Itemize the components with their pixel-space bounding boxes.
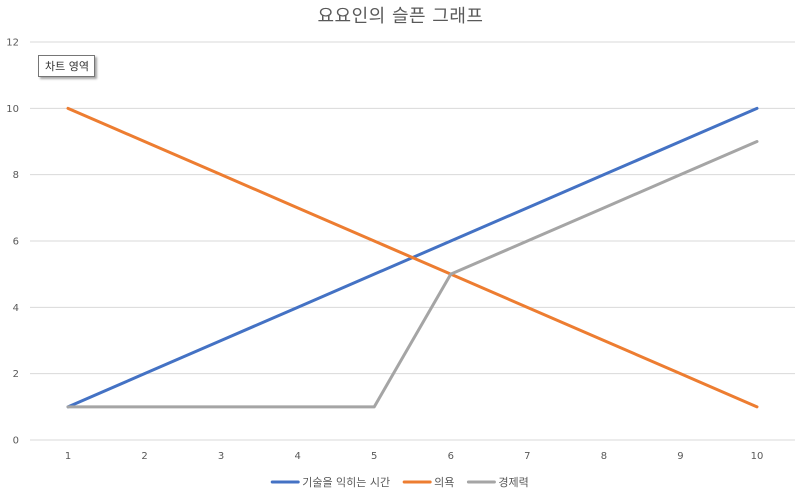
x-tick-label: 10	[751, 451, 764, 462]
legend-label: 의욕	[434, 476, 454, 489]
y-tick-label: 10	[6, 104, 19, 115]
y-tick-label: 8	[13, 170, 19, 181]
series-line	[66, 140, 759, 409]
y-tick-label: 6	[13, 237, 19, 248]
legend-label: 기술을 익히는 시간	[302, 475, 390, 489]
chart-area-tooltip: 차트 영역	[38, 55, 95, 77]
y-tick-label: 12	[6, 38, 19, 49]
y-tick-label: 0	[13, 436, 19, 447]
y-tick-label: 4	[13, 303, 19, 314]
x-tick-label: 9	[677, 451, 683, 462]
x-tick-label: 4	[294, 451, 300, 462]
series-line	[66, 106, 759, 409]
x-tick-label: 8	[601, 451, 607, 462]
x-tick-label: 6	[448, 451, 454, 462]
y-tick-label: 2	[13, 369, 19, 380]
x-tick-label: 1	[65, 451, 71, 462]
x-tick-label: 5	[371, 451, 377, 462]
x-tick-label: 7	[524, 451, 530, 462]
chart-title: 요요인의 슬픈 그래프	[317, 6, 484, 27]
x-tick-label: 3	[218, 451, 224, 462]
legend-label: 경제력	[498, 476, 528, 489]
x-tick-label: 2	[141, 451, 147, 462]
